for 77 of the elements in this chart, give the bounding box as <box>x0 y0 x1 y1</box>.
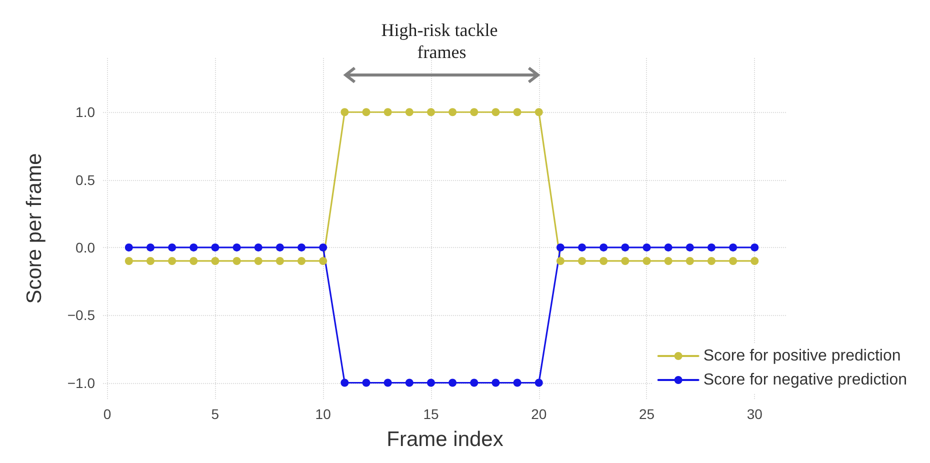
x-tick-label: 0 <box>103 406 112 422</box>
legend-label: Score for positive prediction <box>703 348 901 364</box>
point <box>621 256 630 265</box>
point <box>621 243 630 252</box>
legend-label: Score for negative prediction <box>703 372 907 388</box>
point <box>578 243 586 252</box>
point <box>513 108 522 116</box>
point <box>298 243 306 252</box>
point <box>276 243 284 252</box>
point <box>124 243 133 252</box>
y-tick-label: −0.5 <box>67 307 96 324</box>
point <box>168 243 176 252</box>
point <box>340 108 349 116</box>
point <box>298 256 306 265</box>
point <box>146 256 154 265</box>
point <box>276 256 284 265</box>
point <box>664 256 672 265</box>
point <box>556 256 564 265</box>
point <box>492 108 500 116</box>
y-axis-title: Score per frame <box>23 153 46 304</box>
y-tick-label: 0.5 <box>76 172 96 188</box>
point <box>707 243 716 252</box>
point <box>513 378 522 387</box>
point <box>686 256 694 265</box>
point <box>729 243 738 252</box>
x-tick-label: 20 <box>531 406 547 422</box>
point <box>642 256 651 265</box>
y-tick-label: −1.0 <box>67 374 96 391</box>
point <box>448 108 457 116</box>
point <box>642 243 651 252</box>
point <box>426 108 435 116</box>
point <box>362 108 370 116</box>
y-tick-label: 1.0 <box>76 104 96 120</box>
point <box>405 378 414 387</box>
point <box>190 243 198 252</box>
x-tick-label: 30 <box>746 406 763 422</box>
point <box>211 243 220 252</box>
point <box>384 108 392 116</box>
point <box>664 243 672 252</box>
point <box>232 256 241 265</box>
point <box>362 378 370 387</box>
point <box>448 378 457 387</box>
point <box>470 108 478 116</box>
point <box>729 256 738 265</box>
point <box>707 256 716 265</box>
point <box>750 256 759 265</box>
point <box>384 378 392 387</box>
x-tick-label: 5 <box>211 406 220 422</box>
point <box>190 256 198 265</box>
point <box>319 243 328 252</box>
annotation: High-risk tackle frames <box>381 20 502 62</box>
point <box>426 378 435 387</box>
point <box>254 256 262 265</box>
y-tick-label: 0.0 <box>76 239 96 256</box>
point <box>211 256 220 265</box>
point <box>470 378 478 387</box>
point <box>254 243 262 252</box>
x-tick-label: 15 <box>423 406 439 422</box>
point <box>340 378 349 387</box>
point <box>319 256 328 265</box>
point <box>146 243 154 252</box>
x-axis-title: Frame index <box>386 428 504 451</box>
point <box>556 243 564 252</box>
point <box>600 256 608 265</box>
point <box>750 243 759 252</box>
x-tick-label: 10 <box>315 406 332 422</box>
point <box>534 108 543 116</box>
point <box>168 256 176 265</box>
point <box>578 256 586 265</box>
point <box>492 378 500 387</box>
point <box>600 243 608 252</box>
point <box>232 243 241 252</box>
point <box>405 108 414 116</box>
x-tick-label: 25 <box>638 406 655 422</box>
point <box>686 243 694 252</box>
point <box>124 256 133 265</box>
point <box>534 378 543 387</box>
